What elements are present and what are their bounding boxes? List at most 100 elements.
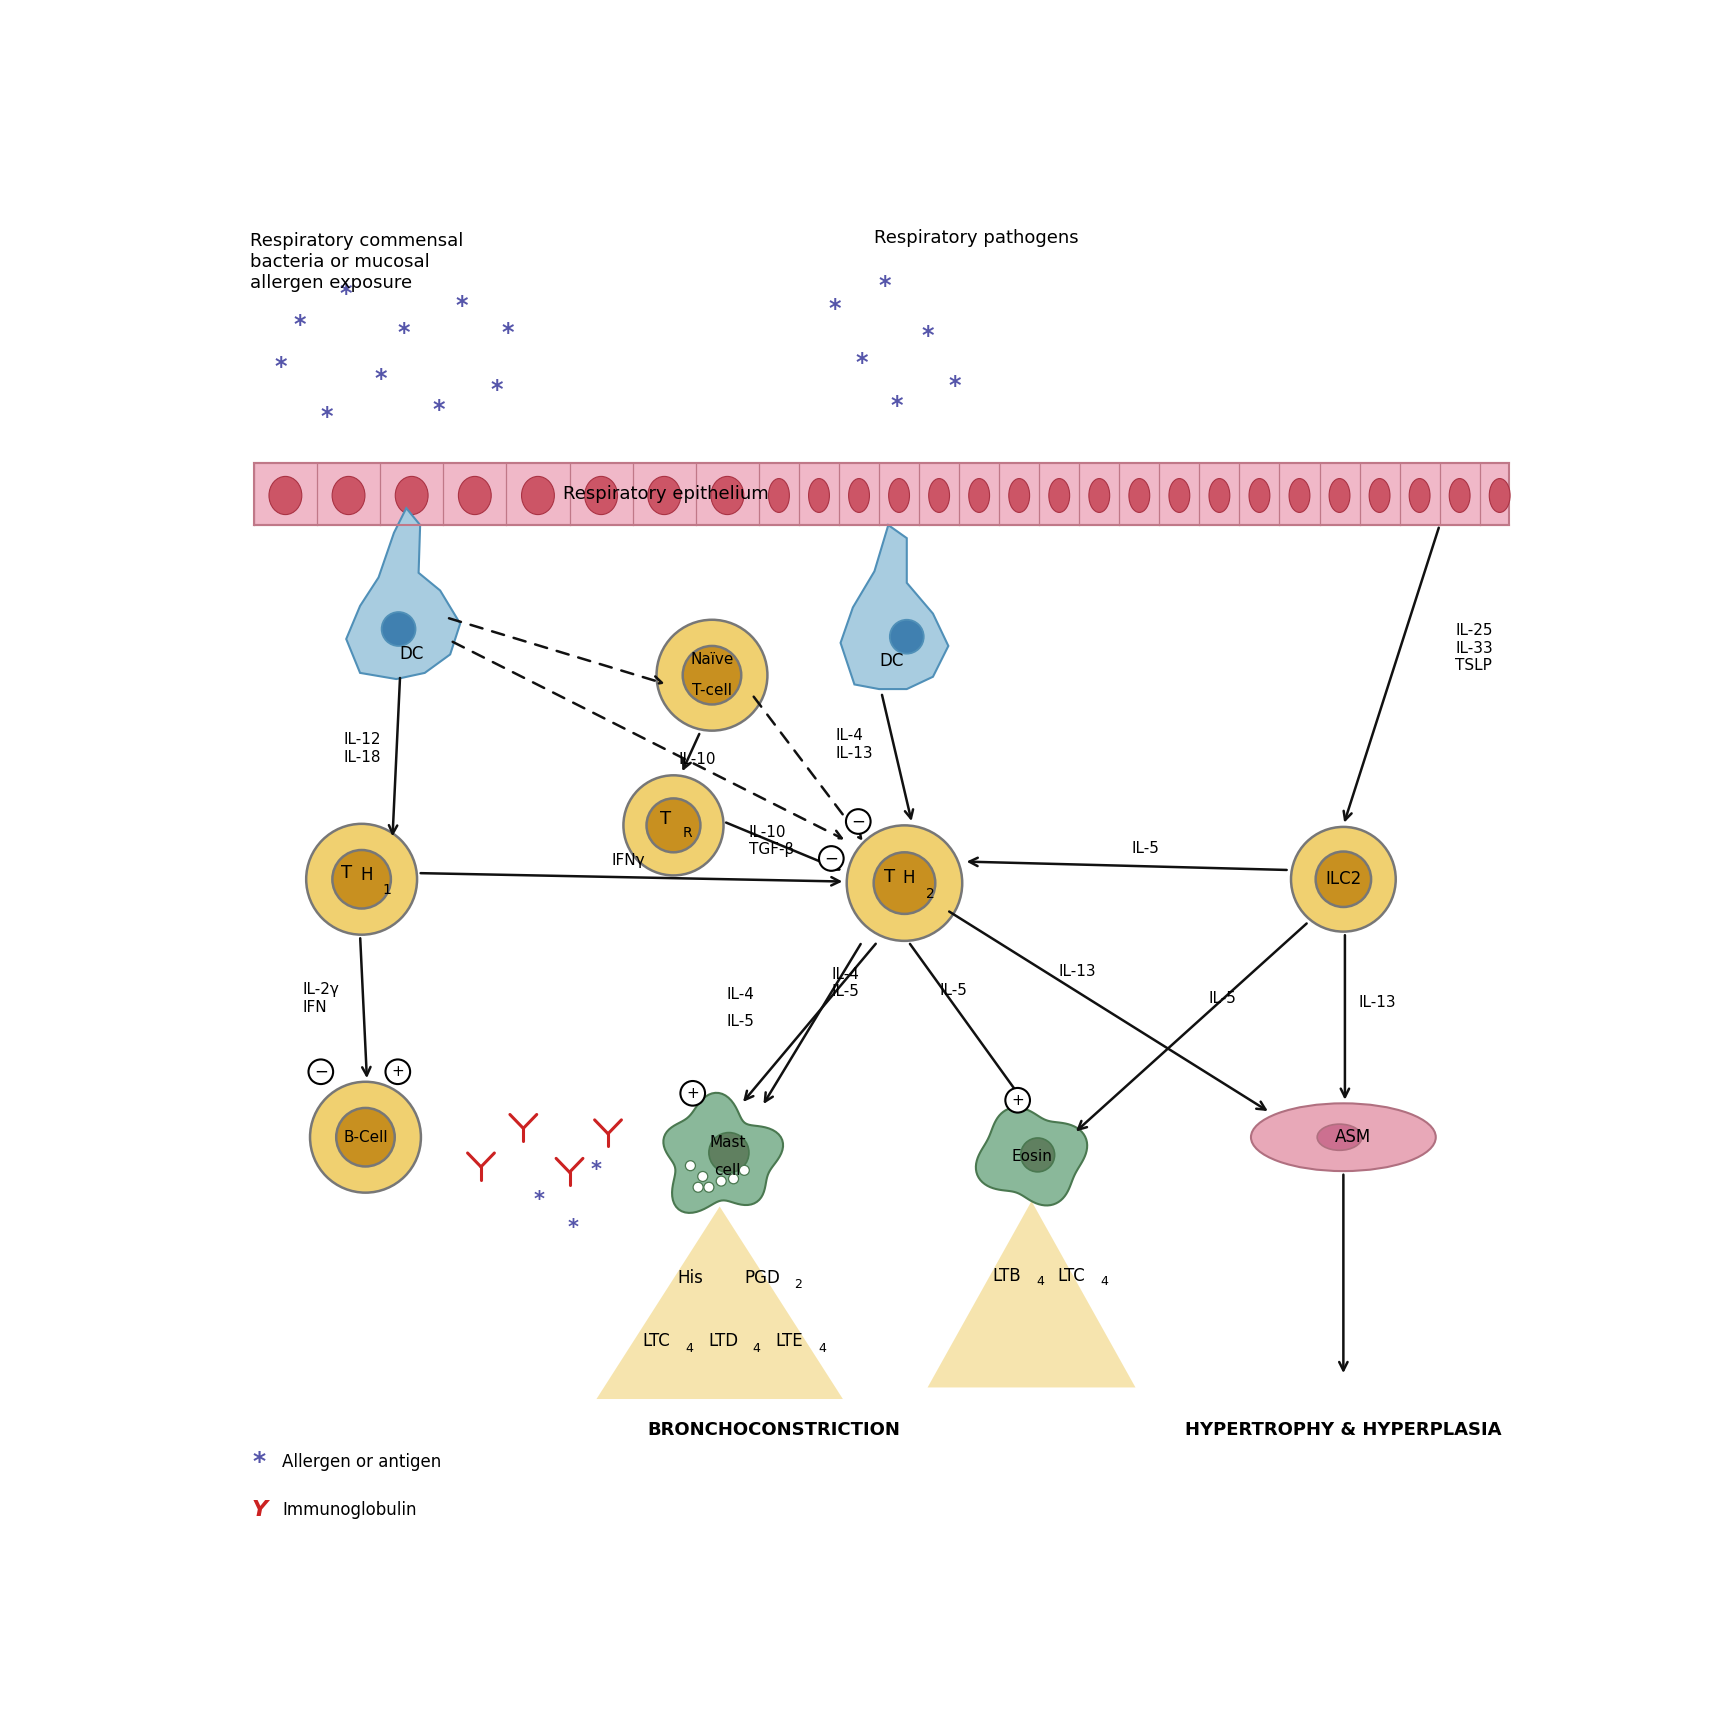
Circle shape [739, 1165, 749, 1176]
Circle shape [309, 1081, 421, 1193]
Ellipse shape [1368, 478, 1391, 512]
Circle shape [703, 1183, 713, 1193]
Text: *: * [253, 1451, 266, 1475]
Text: IL-10: IL-10 [679, 753, 715, 767]
Ellipse shape [1489, 478, 1509, 512]
Ellipse shape [1449, 478, 1470, 512]
Circle shape [693, 1183, 703, 1193]
Polygon shape [841, 524, 949, 689]
Ellipse shape [521, 476, 554, 514]
Text: 4: 4 [686, 1343, 694, 1355]
Text: *: * [921, 325, 933, 349]
Text: IL-13: IL-13 [1358, 995, 1396, 1011]
Ellipse shape [1088, 478, 1110, 512]
Text: *: * [533, 1190, 545, 1210]
Text: Respiratory pathogens: Respiratory pathogens [873, 229, 1078, 246]
Text: Mast: Mast [710, 1135, 746, 1150]
Text: IL-4
IL-5: IL-4 IL-5 [832, 968, 860, 999]
Bar [254, 464, 1509, 524]
Text: *: * [890, 394, 902, 418]
Polygon shape [346, 509, 461, 679]
Text: 4: 4 [818, 1343, 827, 1355]
Text: *: * [502, 320, 514, 344]
Text: 4: 4 [1100, 1275, 1109, 1289]
Circle shape [681, 1081, 705, 1105]
Text: His: His [677, 1269, 703, 1288]
Text: −: − [315, 1062, 328, 1081]
Text: IL-4
IL-13: IL-4 IL-13 [835, 729, 873, 762]
Ellipse shape [584, 476, 617, 514]
Ellipse shape [1169, 478, 1190, 512]
Ellipse shape [808, 478, 829, 512]
Text: LTE: LTE [775, 1332, 803, 1349]
Circle shape [624, 775, 724, 875]
Text: T: T [660, 810, 672, 829]
Polygon shape [976, 1107, 1086, 1205]
Circle shape [382, 612, 416, 646]
Text: Naïve: Naïve [691, 652, 734, 667]
Text: *: * [340, 282, 352, 306]
Text: ASM: ASM [1334, 1128, 1370, 1147]
Circle shape [686, 1160, 696, 1171]
Circle shape [682, 646, 741, 705]
Text: *: * [856, 351, 868, 375]
Circle shape [873, 853, 935, 915]
Circle shape [332, 849, 390, 909]
Text: LTC: LTC [643, 1332, 670, 1349]
Ellipse shape [1009, 478, 1030, 512]
Text: *: * [878, 275, 892, 299]
Text: T-cell: T-cell [693, 682, 732, 698]
Polygon shape [596, 1207, 842, 1399]
Text: LTB: LTB [992, 1267, 1021, 1284]
Ellipse shape [1251, 1104, 1435, 1171]
Ellipse shape [1410, 478, 1430, 512]
Text: *: * [949, 375, 961, 399]
Text: Immunoglobulin: Immunoglobulin [282, 1501, 416, 1520]
Text: IL-10
TGF-β: IL-10 TGF-β [749, 825, 794, 858]
Text: IL-5: IL-5 [727, 1014, 755, 1030]
Text: cell: cell [713, 1162, 741, 1178]
Text: IL-5: IL-5 [1131, 841, 1160, 856]
Ellipse shape [928, 478, 949, 512]
Circle shape [698, 1171, 708, 1181]
Text: Respiratory commensal
bacteria or mucosal
allergen exposure: Respiratory commensal bacteria or mucosa… [249, 232, 464, 292]
Text: −: − [851, 813, 865, 830]
Text: IL-5: IL-5 [1208, 992, 1236, 1006]
Text: +: + [686, 1086, 700, 1100]
Text: 4: 4 [753, 1343, 760, 1355]
Circle shape [1006, 1088, 1030, 1112]
Text: 1: 1 [383, 884, 392, 897]
Text: Y: Y [251, 1501, 266, 1520]
Text: 2: 2 [794, 1277, 803, 1291]
Text: PGD: PGD [744, 1269, 780, 1288]
Circle shape [717, 1176, 725, 1186]
Circle shape [646, 798, 700, 853]
Text: B-Cell: B-Cell [344, 1129, 388, 1145]
Text: IFNγ: IFNγ [612, 853, 646, 868]
Text: *: * [433, 397, 445, 421]
Ellipse shape [1317, 1124, 1361, 1150]
Ellipse shape [712, 476, 744, 514]
Circle shape [1315, 851, 1372, 908]
Circle shape [657, 621, 767, 731]
Ellipse shape [268, 476, 303, 514]
Text: +: + [1011, 1093, 1025, 1107]
Text: T: T [340, 865, 352, 882]
Text: BRONCHOCONSTRICTION: BRONCHOCONSTRICTION [646, 1422, 901, 1439]
Text: R: R [682, 827, 693, 841]
Ellipse shape [1250, 478, 1270, 512]
Ellipse shape [849, 478, 870, 512]
Text: LTD: LTD [708, 1332, 739, 1349]
Text: ILC2: ILC2 [1325, 870, 1361, 889]
Text: *: * [567, 1219, 579, 1238]
Text: IL-5: IL-5 [939, 983, 968, 999]
Ellipse shape [970, 478, 990, 512]
Ellipse shape [648, 476, 681, 514]
Ellipse shape [1289, 478, 1310, 512]
Text: IL-2γ
IFN: IL-2γ IFN [303, 983, 339, 1014]
Ellipse shape [459, 476, 492, 514]
Text: DC: DC [399, 645, 425, 664]
Ellipse shape [1208, 478, 1229, 512]
Text: +: + [392, 1064, 404, 1080]
Ellipse shape [768, 478, 789, 512]
